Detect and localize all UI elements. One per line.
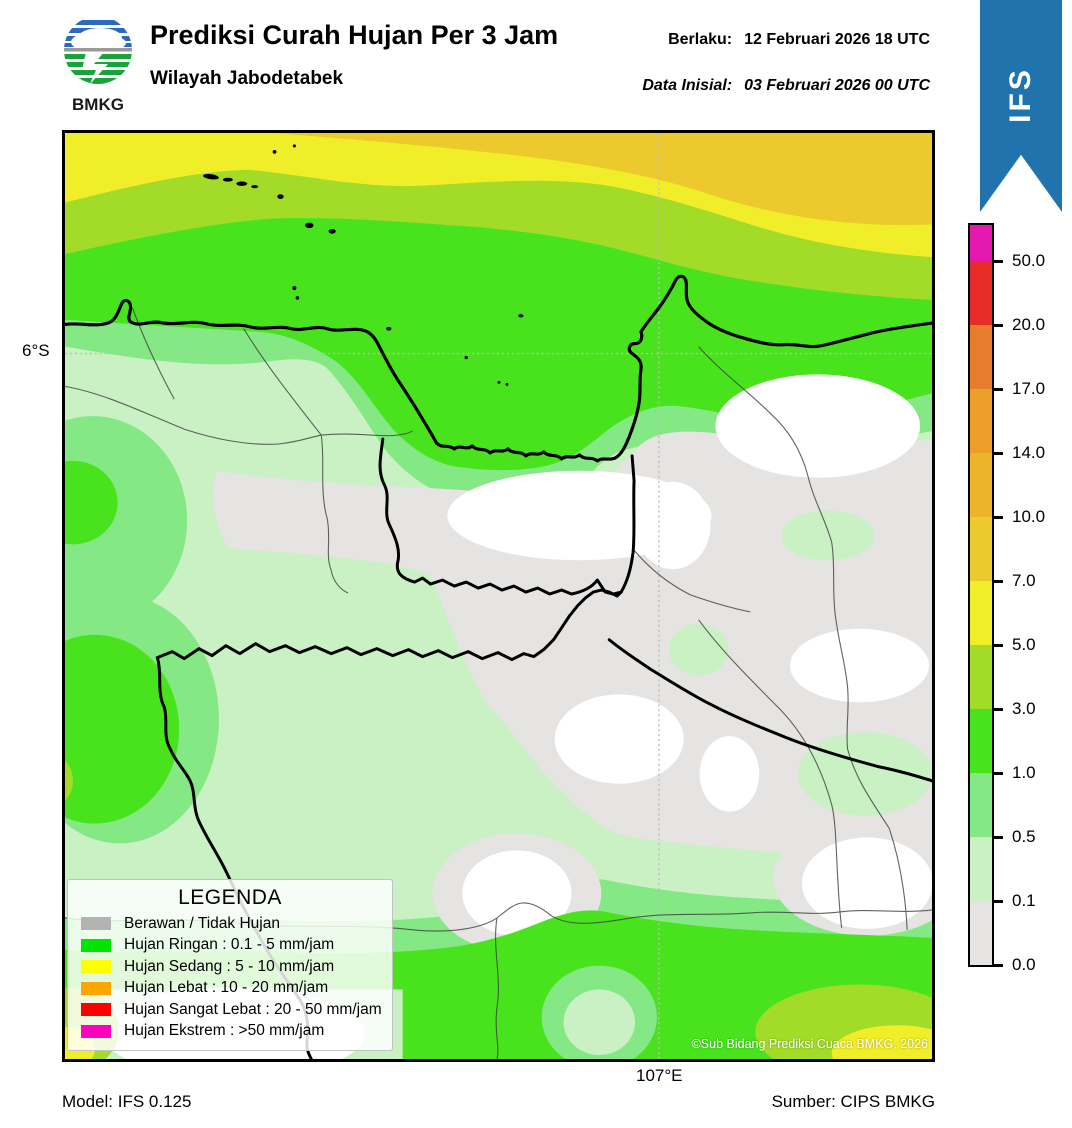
page-title: Prediksi Curah Hujan Per 3 Jam bbox=[150, 20, 559, 50]
colorbar-tick-label: 0.0 bbox=[1012, 955, 1036, 974]
colorbar-segment bbox=[970, 645, 992, 709]
rain-cell-west-core-2 bbox=[65, 634, 180, 824]
colorbar-segment bbox=[970, 389, 992, 453]
bmkg-logo-text: BMKG bbox=[72, 95, 124, 114]
colorbar-gradient bbox=[968, 223, 994, 967]
rain-spot-white-right bbox=[789, 628, 930, 703]
colorbar-tick bbox=[993, 836, 1003, 839]
legend-row: Hujan Sedang : 5 - 10 mm/jam bbox=[68, 956, 392, 978]
map-legend: LEGENDA Berawan / Tidak Hujan Hujan Ringa… bbox=[67, 879, 393, 1051]
colorbar-tick bbox=[993, 900, 1003, 903]
colorbar-segment bbox=[970, 325, 992, 389]
regency-boundaries bbox=[65, 307, 932, 1059]
rain-spot-white-south-2 bbox=[699, 736, 760, 812]
colorbar-tick-label: 14.0 bbox=[1012, 443, 1046, 462]
colorbar-segment bbox=[970, 453, 992, 517]
legend-row: Berawan / Tidak Hujan bbox=[68, 913, 392, 935]
lon-tick-label: 107°E bbox=[636, 1066, 683, 1085]
colorbar-tick bbox=[993, 388, 1003, 391]
footer-source: Sumber: CIPS BMKG bbox=[771, 1092, 935, 1111]
legend-swatch bbox=[81, 917, 111, 931]
colorbar-segment bbox=[970, 261, 992, 325]
legend-label: Hujan Ringan : 0.1 - 5 mm/jam bbox=[124, 936, 335, 954]
colorbar-tick-label: 50.0 bbox=[1012, 251, 1046, 270]
model-ribbon: IFS bbox=[980, 0, 1062, 212]
colorbar-tick-label: 5.0 bbox=[1012, 635, 1036, 654]
colorbar-tick-label: 3.0 bbox=[1012, 699, 1036, 718]
rain-cell-west-core-1 bbox=[65, 460, 118, 545]
rain-cell-bottom-inner bbox=[563, 989, 636, 1056]
colorbar-tick-label: 7.0 bbox=[1012, 571, 1036, 590]
rain-spot-white-bottom-2 bbox=[801, 837, 932, 929]
colorbar-tick bbox=[993, 644, 1003, 647]
valid-time-row: Berlaku: 12 Februari 2026 18 UTC bbox=[668, 31, 930, 49]
lat-tick-label: 6°S bbox=[22, 341, 50, 360]
legend-label: Berawan / Tidak Hujan bbox=[124, 914, 280, 932]
colorbar-tick-label: 20.0 bbox=[1012, 315, 1046, 334]
valid-time-value: 12 Februari 2026 18 UTC bbox=[744, 31, 930, 48]
footer-model: Model: IFS 0.125 bbox=[62, 1092, 192, 1111]
page-subtitle: Wilayah Jabodetabek bbox=[150, 68, 344, 89]
legend-label: Hujan Lebat : 10 - 20 mm/jam bbox=[124, 979, 329, 997]
legend-row: Hujan Lebat : 10 - 20 mm/jam bbox=[68, 978, 392, 1000]
colorbar-tick bbox=[993, 964, 1003, 967]
colorbar-tick-label: 0.5 bbox=[1012, 827, 1036, 846]
rain-spot-white-bottom-1 bbox=[462, 850, 572, 936]
colorbar-tick-label: 1.0 bbox=[1012, 763, 1036, 782]
legend-swatch bbox=[81, 1024, 111, 1038]
rain-area-gray bbox=[213, 431, 932, 856]
model-ribbon-label: IFS bbox=[1004, 67, 1037, 123]
legend-swatch bbox=[81, 981, 111, 995]
rain-cell-west-core-3 bbox=[65, 761, 73, 801]
rain-cell-corner-yellow bbox=[831, 1025, 932, 1059]
colorbar-tick-label: 0.1 bbox=[1012, 891, 1036, 910]
legend-swatch bbox=[81, 938, 111, 952]
init-time-value: 03 Februari 2026 00 UTC bbox=[744, 77, 930, 94]
legend-row: Hujan Sangat Lebat : 20 - 50 mm/jam bbox=[68, 999, 392, 1021]
colorbar-tick bbox=[993, 324, 1003, 327]
colorbar-tick bbox=[993, 260, 1003, 263]
colorbar-segment bbox=[970, 773, 992, 837]
legend-rows: Berawan / Tidak Hujan Hujan Ringan : 0.1 … bbox=[68, 913, 392, 1042]
legend-label: Hujan Ekstrem : >50 mm/jam bbox=[124, 1022, 325, 1040]
colorbar-segment bbox=[970, 581, 992, 645]
rain-spot-pale-2 bbox=[668, 623, 729, 676]
rain-band-gold bbox=[271, 133, 932, 226]
map-frame: LEGENDA Berawan / Tidak Hujan Hujan Ringa… bbox=[62, 130, 935, 1062]
valid-time-label: Berlaku: bbox=[668, 31, 733, 48]
legend-row: Hujan Ringan : 0.1 - 5 mm/jam bbox=[68, 935, 392, 957]
bmkg-logo-globe bbox=[64, 16, 132, 84]
colorbar-tick-label: 17.0 bbox=[1012, 379, 1046, 398]
legend-title: LEGENDA bbox=[178, 886, 282, 909]
colorbar-tick bbox=[993, 516, 1003, 519]
init-time-label: Data Inisial: bbox=[642, 77, 733, 94]
colorbar-segment bbox=[970, 517, 992, 581]
island-marks bbox=[203, 144, 524, 386]
colorbar-segment bbox=[970, 901, 992, 965]
legend-row: Hujan Ekstrem : >50 mm/jam bbox=[68, 1021, 392, 1043]
legend-label: Hujan Sangat Lebat : 20 - 50 mm/jam bbox=[124, 1000, 382, 1018]
colorbar-tick bbox=[993, 708, 1003, 711]
legend-swatch bbox=[81, 1003, 111, 1017]
bmkg-logo: BMKG bbox=[64, 16, 132, 114]
colorbar-tick-label: 10.0 bbox=[1012, 507, 1046, 526]
rain-spot-white-east bbox=[635, 481, 711, 570]
rain-spot-white-south-1 bbox=[554, 694, 684, 784]
colorbar-segment bbox=[970, 709, 992, 773]
map-copyright: ©Sub Bidang Prediksi Cuaca BMKG, 2026 bbox=[691, 1037, 928, 1051]
init-time-row: Data Inisial: 03 Februari 2026 00 UTC bbox=[642, 77, 930, 95]
rain-spot-white-northeast bbox=[715, 374, 921, 478]
colorbar-segment bbox=[970, 225, 992, 261]
legend-label: Hujan Sedang : 5 - 10 mm/jam bbox=[124, 957, 335, 975]
legend-swatch bbox=[81, 960, 111, 974]
colorbar-tick bbox=[993, 772, 1003, 775]
coastline-path bbox=[65, 274, 932, 463]
colorbar-tick bbox=[993, 580, 1003, 583]
colorbar-tick bbox=[993, 452, 1003, 455]
rain-spot-pale-1 bbox=[781, 510, 875, 561]
colorbar-segment bbox=[970, 837, 992, 901]
